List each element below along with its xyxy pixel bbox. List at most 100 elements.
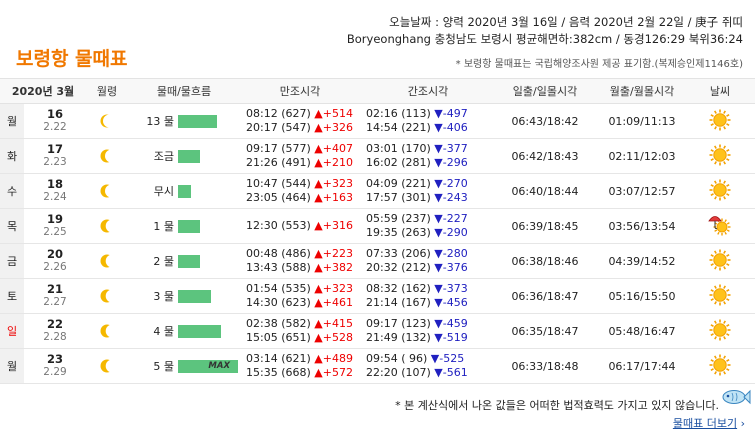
low-tide-diff: ▼-459 (434, 317, 468, 330)
max-label: MAX (208, 360, 230, 371)
moon-phase-icon (100, 113, 114, 129)
high-tide-time: 20:17 (547) (246, 121, 311, 134)
weekday-cell: 수 (0, 174, 24, 208)
low-tide-diff: ▼-227 (434, 212, 468, 225)
solar-date: 17 (46, 142, 63, 156)
sunny-icon (708, 353, 732, 380)
weather-cell (690, 108, 750, 135)
moon-phase-icon (100, 183, 114, 199)
low-tide-cell: 03:01 (170) ▼-377 16:02 (281) ▼-296 (360, 142, 496, 170)
low-tide-diff: ▼-376 (434, 261, 468, 274)
sunny-icon (708, 178, 732, 205)
tide-cell: 2 물 (128, 253, 240, 269)
high-tide-time: 03:14 (621) (246, 352, 311, 365)
low-tide-time: 21:14 (167) (366, 296, 431, 309)
weekday-cell: 목 (0, 209, 24, 243)
low-tide-diff: ▼-280 (434, 247, 468, 260)
moonrise-moonset-cell: 06:17/17:44 (608, 359, 676, 373)
low-tide-time: 04:09 (221) (366, 177, 431, 190)
solar-date: 16 (46, 107, 63, 121)
lunar-date: 2.29 (43, 366, 67, 378)
low-tide-time: 16:02 (281) (366, 156, 431, 169)
chevron-right-icon: › (740, 417, 745, 429)
high-tide-diff: ▲+407 (314, 142, 353, 155)
high-tide-diff: ▲+326 (314, 121, 353, 134)
tide-flow-bar (178, 324, 221, 338)
weekday-cell: 금 (0, 244, 24, 278)
moonrise-moonset-cell: 02:11/12:03 (608, 149, 676, 163)
high-tide-cell: 08:12 (627) ▲+514 20:17 (547) ▲+326 (240, 107, 360, 135)
high-tide-time: 15:05 (651) (246, 331, 311, 344)
low-tide-diff: ▼-296 (434, 156, 468, 169)
low-tide-time: 09:54 ( 96) (366, 352, 428, 365)
today-info: 오늘날짜 : 양력 2020년 3월 16일 / 음력 2020년 2월 22일… (389, 15, 743, 29)
source-note: * 보령항 물때표는 국립해양조사원 제공 표기함.(복제승인제1146호) (455, 59, 743, 70)
solar-date: 20 (46, 247, 63, 261)
high-tide-time: 13:43 (588) (246, 261, 311, 274)
lunar-date: 2.22 (43, 121, 67, 133)
low-tide-time: 09:17 (123) (366, 317, 431, 330)
table-header: 2020년 3월 월령 물때/물흐름 만조시각 간조시각 일출/일몰시각 월출/… (0, 78, 755, 104)
sunny-icon (708, 143, 732, 170)
low-tide-time: 02:16 (113) (366, 107, 431, 120)
high-tide-time: 01:54 (535) (246, 282, 311, 295)
lunar-date: 2.25 (43, 226, 67, 238)
low-tide-time: 08:32 (162) (366, 282, 431, 295)
tide-cell: 3 물 (128, 288, 240, 304)
low-tide-diff: ▼-243 (434, 191, 468, 204)
high-tide-time: 02:38 (582) (246, 317, 311, 330)
table-row: 목 19 2.25 1 물 12:30 (553) ▲+316 05:59 (237) … (0, 209, 755, 244)
tide-flow-bar (178, 289, 211, 303)
low-tide-diff: ▼-373 (434, 282, 468, 295)
low-tide-time: 14:54 (221) (366, 121, 431, 134)
high-tide-time: 08:12 (627) (246, 107, 311, 120)
low-tide-time: 19:35 (263) (366, 226, 431, 239)
low-tide-time: 21:49 (132) (366, 331, 431, 344)
sunny-icon (708, 283, 732, 310)
sunrise-sunset-cell: 06:35/18:47 (511, 324, 579, 338)
moon-phase-cell (86, 113, 128, 129)
tide-label: 4 물 (153, 325, 174, 338)
tide-cell: 조금 (128, 148, 240, 164)
tide-label: 13 물 (146, 115, 174, 128)
low-tide-time: 07:33 (206) (366, 247, 431, 260)
weekday-cell: 화 (0, 139, 24, 173)
weekday-cell: 월 (0, 349, 24, 383)
high-tide-cell: 12:30 (553) ▲+316 (240, 219, 360, 233)
moon-phase-icon (100, 148, 114, 164)
lunar-date: 2.27 (43, 296, 67, 308)
tide-label: 5 물 (153, 360, 174, 373)
low-tide-time: 22:20 (107) (366, 366, 431, 379)
solar-date: 23 (46, 352, 63, 366)
low-tide-diff: ▼-497 (434, 107, 468, 120)
header-moon: 월령 (96, 85, 118, 98)
table-row: 일 22 2.28 4 물 02:38 (582) ▲+415 15:05 (651) ▲… (0, 314, 755, 349)
date-cell: 20 2.26 (24, 248, 86, 274)
moon-phase-cell (86, 148, 128, 164)
high-tide-diff: ▲+223 (314, 247, 353, 260)
low-tide-diff: ▼-456 (434, 296, 468, 309)
tide-cell: 13 물 (128, 113, 240, 129)
moon-phase-icon (100, 323, 114, 339)
tide-table: 2020년 3월 월령 물때/물흐름 만조시각 간조시각 일출/일몰시각 월출/… (0, 78, 755, 384)
tide-flow-bar: MAX (178, 359, 238, 373)
header-date: 2020년 3월 (11, 85, 75, 98)
fish-icon (721, 388, 751, 409)
high-tide-diff: ▲+489 (314, 352, 353, 365)
table-row: 화 17 2.23 조금 09:17 (577) ▲+407 21:26 (491) ▲+… (0, 139, 755, 174)
solar-date: 22 (46, 317, 63, 331)
low-tide-time: 05:59 (237) (366, 212, 431, 225)
sunrise-sunset-cell: 06:40/18:44 (511, 184, 579, 198)
weather-cell (690, 353, 750, 380)
moon-phase-cell (86, 323, 128, 339)
lunar-date: 2.23 (43, 156, 67, 168)
moon-phase-icon (100, 253, 114, 269)
more-tide-link[interactable]: 물때표 더보기 › (673, 415, 745, 429)
weekday-cell: 월 (0, 104, 24, 138)
high-tide-diff: ▲+323 (314, 177, 353, 190)
tide-label: 조금 (153, 150, 174, 163)
high-tide-time: 15:35 (668) (246, 366, 311, 379)
low-tide-cell: 09:17 (123) ▼-459 21:49 (132) ▼-519 (360, 317, 496, 345)
low-tide-cell: 07:33 (206) ▼-280 20:32 (212) ▼-376 (360, 247, 496, 275)
low-tide-diff: ▼-377 (434, 142, 468, 155)
